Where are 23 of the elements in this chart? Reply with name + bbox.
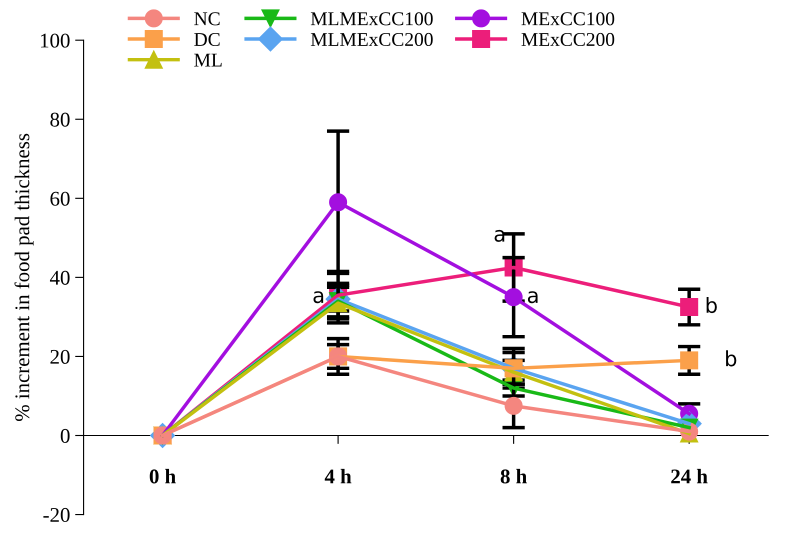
y-tick-label: -20: [43, 508, 70, 522]
y-tick-label: 100: [40, 34, 70, 48]
x-tick-label: 0 h: [150, 468, 176, 484]
legend-label: DC: [194, 32, 220, 46]
annotation: a: [314, 291, 324, 304]
legend-label: MLMExCC200: [310, 32, 433, 46]
legend-label: MExCC200: [522, 32, 614, 46]
y-tick-label: 80: [50, 112, 70, 127]
y-tick-label: 20: [50, 350, 70, 364]
legend-label: MLMExCC100: [310, 12, 433, 26]
x-tick-label: 4 h: [324, 468, 352, 484]
legend-label: MExCC100: [522, 12, 614, 26]
y-axis-title: % increment in food pad thickness: [14, 134, 34, 422]
x-tick-label: 24 h: [671, 468, 708, 484]
annotation: a: [528, 291, 538, 304]
y-tick-label: 60: [50, 192, 70, 206]
x-tick-label: 8 h: [500, 468, 527, 484]
y-tick-label: 40: [50, 270, 70, 285]
legend-label: NC: [194, 12, 220, 26]
y-tick-label: 0: [60, 428, 70, 443]
annotation: b: [706, 296, 717, 314]
annotation: b: [726, 350, 736, 366]
legend-label: ML: [194, 54, 222, 66]
